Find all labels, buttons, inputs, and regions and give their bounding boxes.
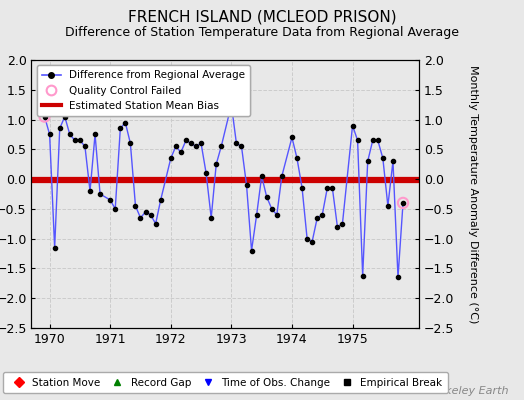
Point — [202, 170, 210, 176]
Point — [288, 134, 296, 141]
Point — [61, 113, 69, 120]
Point — [227, 102, 236, 108]
Point — [247, 247, 256, 254]
Point — [136, 215, 145, 221]
Text: FRENCH ISLAND (MCLEOD PRISON): FRENCH ISLAND (MCLEOD PRISON) — [128, 10, 396, 25]
Point — [56, 125, 64, 132]
Point — [313, 215, 321, 221]
Point — [50, 244, 59, 251]
Point — [197, 140, 205, 146]
Point — [91, 131, 99, 138]
Point — [182, 137, 190, 144]
Point — [151, 220, 160, 227]
Point — [374, 137, 382, 144]
Point — [399, 200, 407, 206]
Point — [187, 140, 195, 146]
Point — [75, 137, 84, 144]
Point — [348, 122, 357, 129]
Point — [96, 191, 104, 197]
Point — [268, 206, 276, 212]
Point — [333, 224, 342, 230]
Point — [328, 185, 336, 191]
Point — [379, 155, 387, 162]
Point — [126, 140, 135, 146]
Point — [40, 113, 49, 120]
Point — [177, 149, 185, 156]
Point — [192, 143, 200, 150]
Point — [253, 212, 261, 218]
Point — [278, 173, 286, 179]
Point — [237, 143, 246, 150]
Point — [71, 137, 79, 144]
Point — [358, 272, 367, 279]
Point — [132, 203, 140, 209]
Text: Difference of Station Temperature Data from Regional Average: Difference of Station Temperature Data f… — [65, 26, 459, 39]
Point — [263, 194, 271, 200]
Legend: Difference from Regional Average, Quality Control Failed, Estimated Station Mean: Difference from Regional Average, Qualit… — [37, 65, 250, 116]
Point — [217, 143, 225, 150]
Point — [298, 185, 306, 191]
Point — [232, 140, 241, 146]
Point — [257, 173, 266, 179]
Point — [121, 119, 129, 126]
Point — [323, 185, 332, 191]
Point — [368, 137, 377, 144]
Text: Berkeley Earth: Berkeley Earth — [426, 386, 508, 396]
Point — [141, 209, 150, 215]
Point — [116, 125, 125, 132]
Point — [81, 143, 89, 150]
Point — [66, 131, 74, 138]
Point — [111, 206, 119, 212]
Point — [399, 200, 407, 206]
Point — [389, 158, 397, 164]
Point — [167, 155, 175, 162]
Point — [353, 137, 362, 144]
Point — [364, 158, 372, 164]
Point — [212, 161, 221, 168]
Point — [384, 203, 392, 209]
Point — [46, 131, 54, 138]
Point — [86, 188, 94, 194]
Point — [40, 113, 49, 120]
Point — [394, 274, 402, 280]
Point — [242, 182, 250, 188]
Point — [157, 197, 165, 203]
Point — [293, 155, 301, 162]
Y-axis label: Monthly Temperature Anomaly Difference (°C): Monthly Temperature Anomaly Difference (… — [468, 65, 478, 323]
Point — [339, 220, 347, 227]
Point — [272, 212, 281, 218]
Legend: Station Move, Record Gap, Time of Obs. Change, Empirical Break: Station Move, Record Gap, Time of Obs. C… — [3, 372, 447, 393]
Point — [207, 215, 215, 221]
Point — [106, 197, 114, 203]
Point — [303, 236, 311, 242]
Point — [146, 212, 155, 218]
Point — [318, 212, 326, 218]
Point — [172, 143, 180, 150]
Point — [308, 238, 316, 245]
